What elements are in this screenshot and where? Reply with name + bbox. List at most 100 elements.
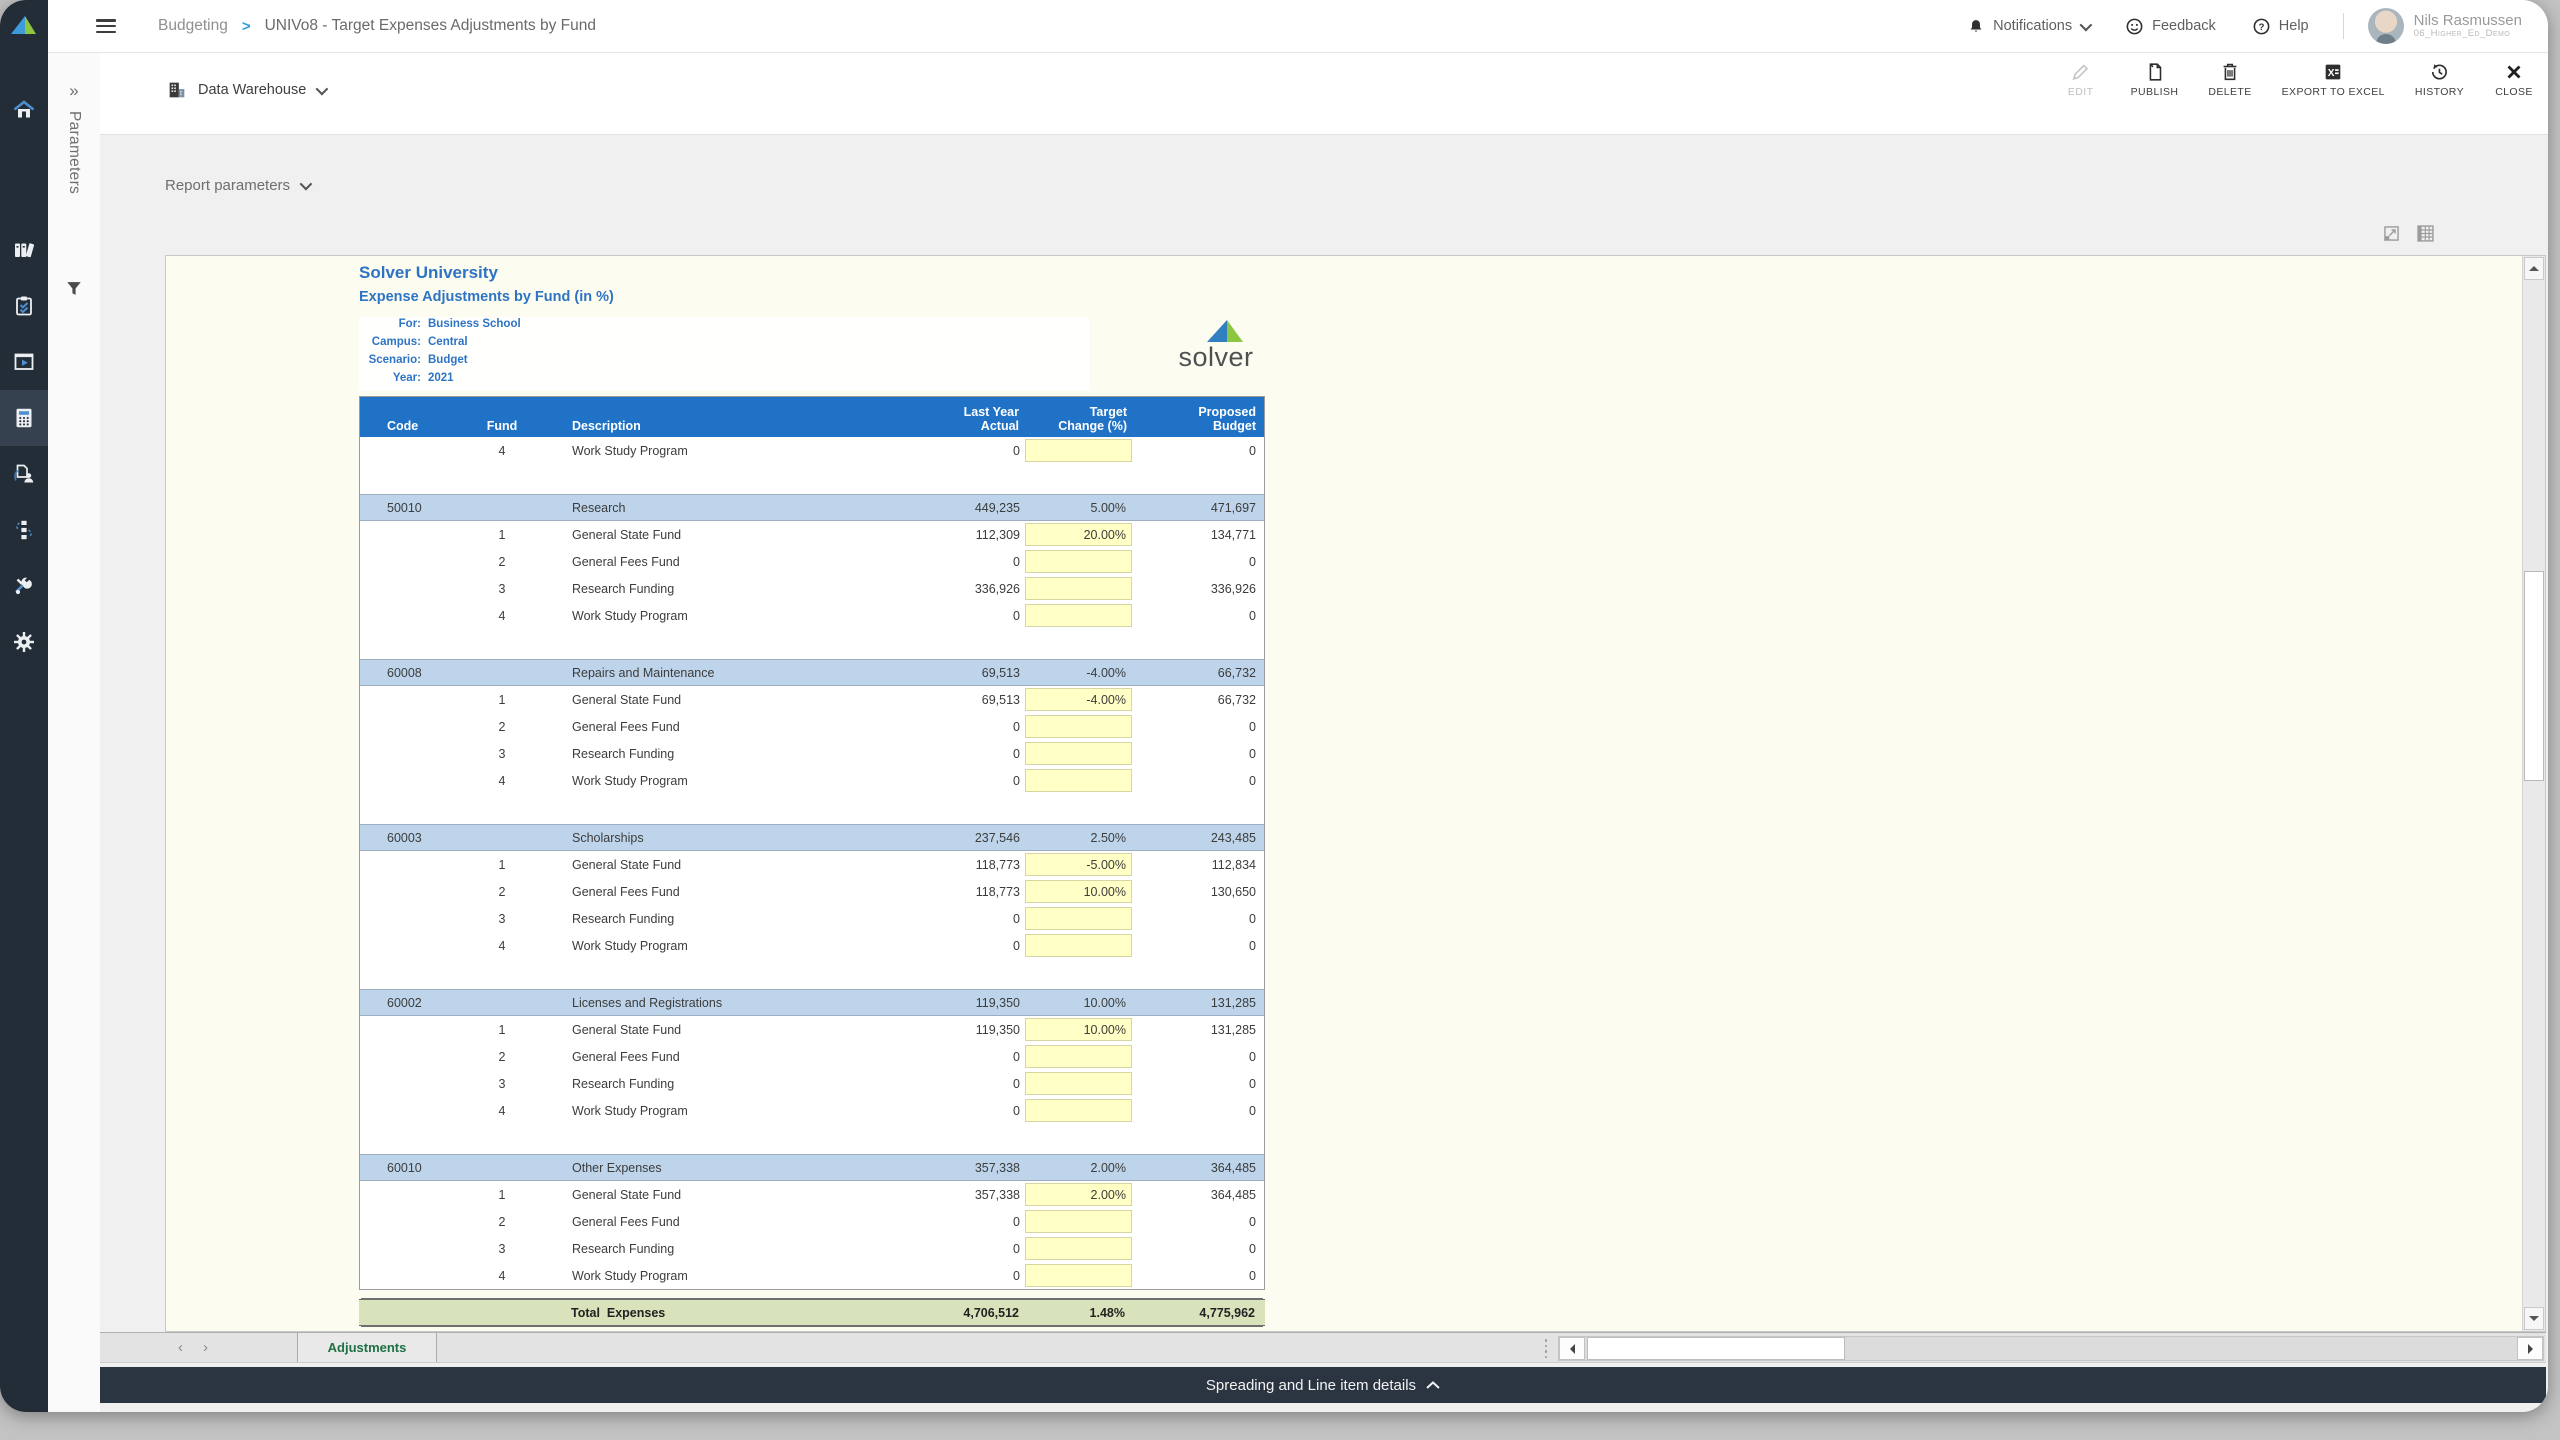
help-icon: ?	[2252, 17, 2271, 36]
spreading-details-bar[interactable]: Spreading and Line item details	[100, 1367, 2546, 1403]
proposed-budget-cell: 0	[1249, 746, 1256, 761]
target-change-input[interactable]	[1025, 934, 1132, 957]
description-cell: Research Funding	[572, 1241, 675, 1256]
sidebar-item-integrations[interactable]	[0, 502, 48, 558]
fund-cell: 3	[498, 746, 506, 761]
delete-button[interactable]: DELETE	[2208, 61, 2251, 98]
target-change-input[interactable]	[1025, 1264, 1132, 1287]
sidebar-item-data-entry[interactable]	[0, 446, 48, 502]
target-change-input[interactable]	[1025, 1072, 1132, 1095]
target-change-input[interactable]	[1025, 1045, 1132, 1068]
section-change-cell: -4.00%	[1086, 665, 1126, 680]
target-change-column	[1024, 548, 1132, 575]
section-change-cell: 10.00%	[1083, 995, 1126, 1010]
fund-row: 1 General State Fund 357,338 2.00% 364,485	[360, 1181, 1264, 1208]
target-change-input[interactable]: 10.00%	[1025, 1018, 1132, 1041]
target-change-input[interactable]	[1025, 715, 1132, 738]
user-context: 06_Higher_Ed_Demo	[2413, 28, 2511, 40]
scroll-up-button[interactable]	[2524, 257, 2544, 280]
data-source-selector[interactable]: Data Warehouse	[166, 79, 329, 101]
expand-parameters-icon[interactable]: »	[69, 81, 79, 100]
target-change-input[interactable]	[1025, 550, 1132, 573]
sidebar-item-settings[interactable]	[0, 614, 48, 670]
feedback-button[interactable]: Feedback	[2125, 17, 2216, 36]
target-change-input[interactable]	[1025, 439, 1132, 462]
target-change-input[interactable]	[1025, 577, 1132, 600]
tab-prev-icon[interactable]: ‹	[178, 1339, 183, 1356]
fund-row: 2 General Fees Fund 0 0	[360, 548, 1264, 575]
target-change-input[interactable]: 20.00%	[1025, 523, 1132, 546]
sidebar-item-admin-tools[interactable]	[0, 558, 48, 614]
publish-button[interactable]: PUBLISH	[2131, 61, 2179, 98]
last-year-actual-cell: 0	[1013, 773, 1020, 788]
fund-cell: 4	[498, 938, 506, 953]
sidebar-item-archives[interactable]	[0, 222, 48, 278]
scroll-down-button[interactable]	[2524, 1307, 2544, 1330]
report-parameters-toggle[interactable]: Report parameters	[165, 177, 313, 194]
menu-toggle-icon[interactable]	[96, 19, 116, 33]
arrow-left-icon	[1569, 1343, 1575, 1354]
sidebar-item-budgeting[interactable]	[0, 390, 48, 446]
breadcrumb-section[interactable]: Budgeting	[158, 17, 228, 34]
description-cell: Research Funding	[572, 581, 675, 596]
description-cell: Work Study Program	[572, 938, 688, 953]
target-change-input[interactable]	[1025, 1099, 1132, 1122]
sidebar-item-assignments[interactable]	[0, 278, 48, 334]
target-change-input[interactable]: -4.00%	[1025, 688, 1132, 711]
sidebar-item-reports[interactable]	[0, 334, 48, 390]
close-button[interactable]: CLOSE	[2494, 61, 2534, 98]
vertical-scrollbar-thumb[interactable]	[2524, 571, 2544, 781]
target-change-input[interactable]: 10.00%	[1025, 880, 1132, 903]
tab-adjustments[interactable]: Adjustments	[297, 1333, 437, 1362]
scroll-right-button[interactable]	[2517, 1337, 2543, 1360]
report-subtitle: Expense Adjustments by Fund (in %)	[359, 289, 614, 305]
section-code-cell: 50010	[387, 500, 422, 515]
user-avatar[interactable]	[2367, 8, 2404, 44]
help-button[interactable]: ? Help	[2252, 17, 2309, 36]
fund-row: 2 General Fees Fund 0 0	[360, 1043, 1264, 1070]
last-year-actual-cell: 0	[1013, 1049, 1020, 1064]
code-cell	[360, 686, 457, 713]
horizontal-scrollbar[interactable]	[1558, 1336, 2544, 1361]
target-change-input[interactable]: 2.00%	[1025, 1183, 1132, 1206]
target-change-input[interactable]	[1025, 907, 1132, 930]
horizontal-scrollbar-thumb[interactable]	[1587, 1337, 1845, 1360]
parameters-rail-label[interactable]: Parameters	[66, 111, 83, 195]
meta-label: Campus:	[371, 336, 421, 348]
grid-view-icon[interactable]	[2415, 223, 2436, 244]
section-fund-cell	[457, 495, 547, 520]
spreadsheet: Solver University Expense Adjustments by…	[166, 256, 2522, 1331]
scroll-left-button[interactable]	[1559, 1337, 1585, 1360]
breadcrumb-separator-icon: >	[241, 17, 251, 35]
target-change-column	[1024, 1070, 1132, 1097]
fund-cell: 2	[498, 884, 506, 899]
proposed-budget-cell: 0	[1249, 773, 1256, 788]
target-change-column	[1024, 1262, 1132, 1289]
resize-view-icon[interactable]	[2381, 223, 2402, 244]
meta-label: For:	[398, 318, 421, 330]
pane-splitter-handle[interactable]	[1542, 1338, 1550, 1359]
notifications-button[interactable]: Notifications	[1967, 17, 2093, 36]
tab-next-icon[interactable]: ›	[203, 1339, 208, 1356]
section-change-cell: 5.00%	[1090, 500, 1126, 515]
report-canvas: Solver University Expense Adjustments by…	[165, 255, 2546, 1332]
section-budget-cell: 243,485	[1210, 830, 1256, 845]
help-label: Help	[2278, 18, 2309, 34]
target-change-input[interactable]	[1025, 1210, 1132, 1233]
target-change-input[interactable]	[1025, 604, 1132, 627]
vertical-scrollbar[interactable]	[2522, 256, 2545, 1331]
export-to-excel-button[interactable]: X EXPORT TO EXCEL	[2282, 61, 2385, 98]
proposed-budget-cell: 0	[1249, 1103, 1256, 1118]
target-change-input[interactable]	[1025, 769, 1132, 792]
code-cell	[360, 1262, 457, 1289]
table-header-row: Code Fund Description Last Year Actual Ta…	[360, 397, 1264, 437]
section-row: 60003 Scholarships 237,546 2.50% 243,485	[360, 824, 1264, 851]
sidebar-item-home[interactable]	[0, 82, 48, 138]
target-change-input[interactable]: -5.00%	[1025, 853, 1132, 876]
filter-funnel-icon[interactable]	[66, 281, 82, 296]
target-change-input[interactable]	[1025, 742, 1132, 765]
target-change-input[interactable]	[1025, 1237, 1132, 1260]
history-button[interactable]: HISTORY	[2415, 61, 2464, 98]
user-menu[interactable]: Nils Rasmussen 06_Higher_Ed_Demo	[2413, 12, 2522, 40]
target-change-column	[1024, 1235, 1132, 1262]
